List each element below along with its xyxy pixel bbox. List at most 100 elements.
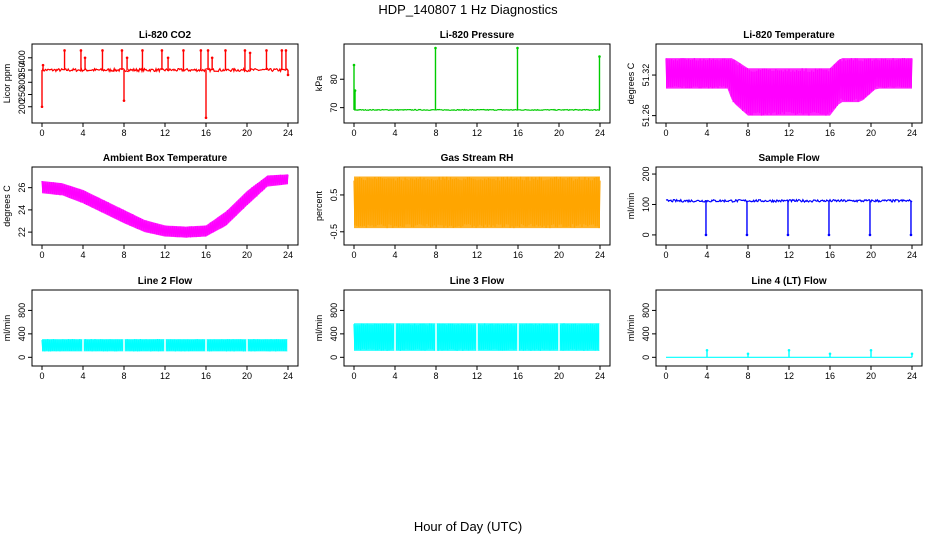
panel-3: Li-820 Temperature 0 4 8 12 16 20 24 51.26 51.32 d…	[626, 30, 923, 138]
panel-2: Li-820 Pressure 0 4 8 12 16 20 24 70 80 kPa	[314, 30, 611, 138]
series-5	[353, 176, 601, 229]
x-tick-label: 24	[595, 250, 605, 260]
panel-5: Gas Stream RH 0 4 8 12 16 20 24 -0.5 0.5 percent	[314, 153, 611, 260]
x-tick-label: 16	[201, 250, 211, 260]
y-tick-label: 70	[329, 103, 339, 113]
x-tick-label: 4	[392, 250, 397, 260]
spike-point	[63, 49, 66, 52]
x-tick-label: 0	[351, 371, 356, 381]
y-tick-label: 800	[641, 303, 651, 318]
spike-point	[705, 348, 709, 352]
x-tick-label: 24	[283, 250, 293, 260]
spike-point	[206, 49, 210, 52]
y-tick-label: 80	[329, 74, 339, 84]
spike-point	[243, 49, 247, 52]
x-tick-label: 8	[745, 371, 750, 381]
spike-point	[125, 56, 129, 60]
x-tick-label: 0	[663, 128, 668, 138]
x-tick-label: 12	[784, 128, 794, 138]
spike-point	[868, 233, 872, 237]
x-tick-label: 12	[472, 250, 482, 260]
spike-point	[40, 105, 44, 109]
series-band	[666, 58, 912, 116]
y-tick-label: 22	[17, 227, 27, 237]
x-tick-label: 4	[392, 371, 397, 381]
x-tick-label: 20	[866, 250, 876, 260]
series-line	[353, 108, 600, 112]
plot-frame	[31, 289, 299, 367]
y-tick-label: 0	[329, 355, 339, 360]
x-tick-label: 16	[513, 371, 523, 381]
x-tick-label: 16	[825, 128, 835, 138]
plot-frame	[31, 43, 299, 124]
y-axis-label: ml/min	[626, 315, 636, 342]
x-tick-label: 12	[160, 128, 170, 138]
x-tick-label: 0	[39, 250, 44, 260]
x-tick-label: 24	[907, 250, 917, 260]
y-tick-label: 0	[17, 355, 27, 360]
spike-point	[827, 233, 831, 237]
y-tick-label: 200	[17, 99, 27, 114]
x-tick-label: 8	[121, 128, 126, 138]
spike-point	[41, 63, 45, 67]
x-tick-label: 12	[472, 371, 482, 381]
y-tick-label: 400	[17, 326, 27, 341]
spike-point	[286, 73, 290, 77]
spike-point	[828, 352, 832, 356]
series-4	[41, 174, 289, 238]
y-tick-label: 51.26	[641, 104, 651, 127]
panel-9: Line 4 (LT) Flow 0 4 8 12 16 20 24 0 400 800 ml/min	[626, 276, 923, 381]
y-tick-label: 26	[17, 183, 27, 193]
spike-point	[909, 233, 913, 237]
spike-point	[516, 46, 519, 50]
spike-point	[166, 56, 170, 60]
x-tick-label: 20	[866, 128, 876, 138]
y-tick-label: 250	[17, 87, 27, 102]
spike-point	[120, 49, 124, 52]
x-tick-label: 24	[595, 371, 605, 381]
x-tick-label: 4	[704, 250, 709, 260]
y-tick-label: 400	[17, 50, 27, 65]
x-tick-label: 0	[351, 250, 356, 260]
x-tick-label: 12	[472, 128, 482, 138]
y-tick-label: 0	[641, 355, 651, 360]
x-tick-label: 20	[242, 128, 252, 138]
series-2	[352, 46, 601, 112]
spike-point	[160, 49, 164, 52]
panel-title: Line 2 Flow	[138, 276, 193, 287]
panel-title: Line 3 Flow	[450, 276, 505, 287]
spike-point	[141, 49, 144, 52]
x-tick-label: 16	[825, 250, 835, 260]
x-tick-label: 4	[392, 128, 397, 138]
spike-point	[199, 49, 203, 52]
spike-point	[210, 56, 214, 60]
x-tick-label: 16	[513, 250, 523, 260]
x-tick-label: 20	[866, 371, 876, 381]
x-tick-label: 20	[242, 250, 252, 260]
series-band	[42, 174, 288, 238]
x-tick-label: 0	[663, 371, 668, 381]
spike-point	[280, 49, 284, 52]
x-tick-label: 4	[80, 250, 85, 260]
spike-point	[224, 49, 227, 52]
spike-point	[746, 352, 750, 356]
y-tick-label: 0.5	[329, 189, 339, 202]
spike-point	[598, 55, 601, 58]
panel-title: Line 4 (LT) Flow	[751, 276, 827, 287]
y-tick-label: 800	[329, 303, 339, 318]
series-line	[41, 66, 289, 74]
panel-title: Ambient Box Temperature	[103, 153, 228, 164]
spike-point	[869, 348, 873, 352]
x-tick-label: 4	[80, 128, 85, 138]
x-tick-label: 8	[745, 128, 750, 138]
x-axis-label: Hour of Day (UTC)	[414, 519, 522, 534]
y-axis-label: ml/min	[626, 193, 636, 220]
y-tick-label: -0.5	[329, 224, 339, 240]
x-tick-label: 0	[39, 371, 44, 381]
panel-title: Sample Flow	[758, 153, 819, 164]
plot-frame	[655, 166, 923, 246]
spike-point	[704, 233, 708, 237]
y-axis-label: degrees C	[626, 62, 636, 104]
